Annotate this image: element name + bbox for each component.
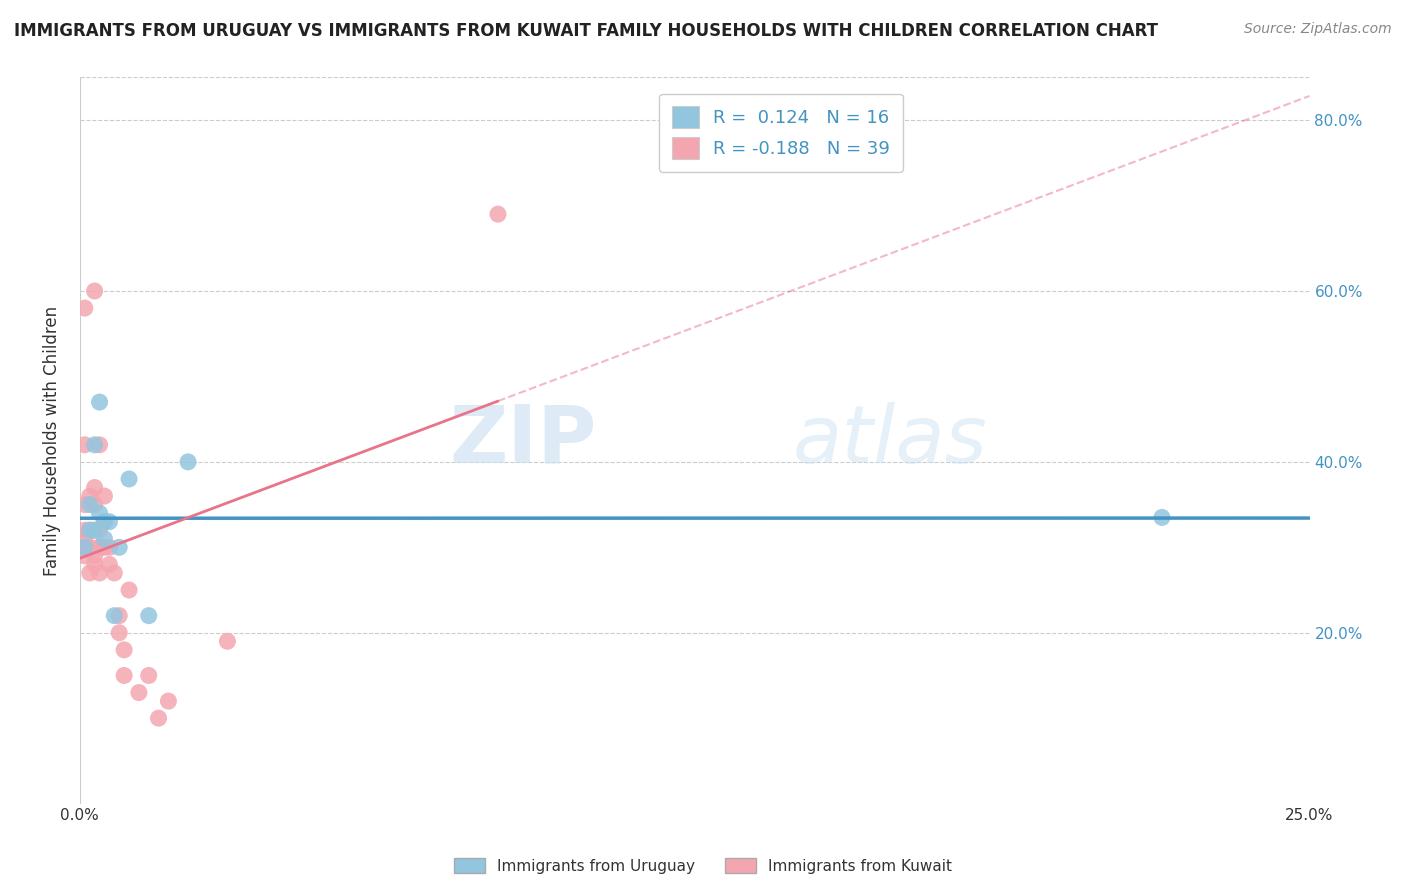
Point [108,625,131,640]
Point [73,523,96,537]
Point [89,523,111,537]
Point [83,523,105,537]
Point [108,608,131,623]
Point [177,455,200,469]
Point [73,532,96,546]
Y-axis label: Family Households with Children: Family Households with Children [44,305,60,575]
Point [83,558,105,572]
Point [79,566,101,580]
Point [73,541,96,555]
Point [89,438,111,452]
Point [73,438,96,452]
Legend: R =  0.124   N = 16, R = -0.188   N = 39: R = 0.124 N = 16, R = -0.188 N = 39 [659,94,903,172]
Point [89,541,111,555]
Point [83,284,105,298]
Point [79,489,101,503]
Point [148,711,170,725]
Point [112,643,135,657]
Point [98,558,121,572]
Point [89,395,111,409]
Point [89,506,111,520]
Point [103,566,125,580]
Point [72,541,94,555]
Point [73,549,96,563]
Text: Source: ZipAtlas.com: Source: ZipAtlas.com [1244,22,1392,37]
Point [79,523,101,537]
Text: IMMIGRANTS FROM URUGUAY VS IMMIGRANTS FROM KUWAIT FAMILY HOUSEHOLDS WITH CHILDRE: IMMIGRANTS FROM URUGUAY VS IMMIGRANTS FR… [14,22,1159,40]
Point [1150,510,1173,524]
Point [83,498,105,512]
Point [93,515,115,529]
Point [79,523,101,537]
Legend: Immigrants from Uruguay, Immigrants from Kuwait: Immigrants from Uruguay, Immigrants from… [449,852,957,880]
Point [103,608,125,623]
Point [93,515,115,529]
Point [83,481,105,495]
Point [118,472,141,486]
Point [79,541,101,555]
Point [93,489,115,503]
Point [93,541,115,555]
Point [93,532,115,546]
Point [79,498,101,512]
Point [157,694,180,708]
Point [83,438,105,452]
Point [108,541,131,555]
Point [138,668,160,682]
Point [83,549,105,563]
Point [486,207,509,221]
Point [89,541,111,555]
Point [118,582,141,597]
Point [98,515,121,529]
Point [89,566,111,580]
Point [83,523,105,537]
Point [112,668,135,682]
Point [217,634,239,648]
Text: ZIP: ZIP [449,401,596,480]
Point [128,685,150,699]
Point [98,541,121,555]
Point [73,498,96,512]
Point [138,608,160,623]
Text: atlas: atlas [793,401,988,480]
Point [73,301,96,315]
